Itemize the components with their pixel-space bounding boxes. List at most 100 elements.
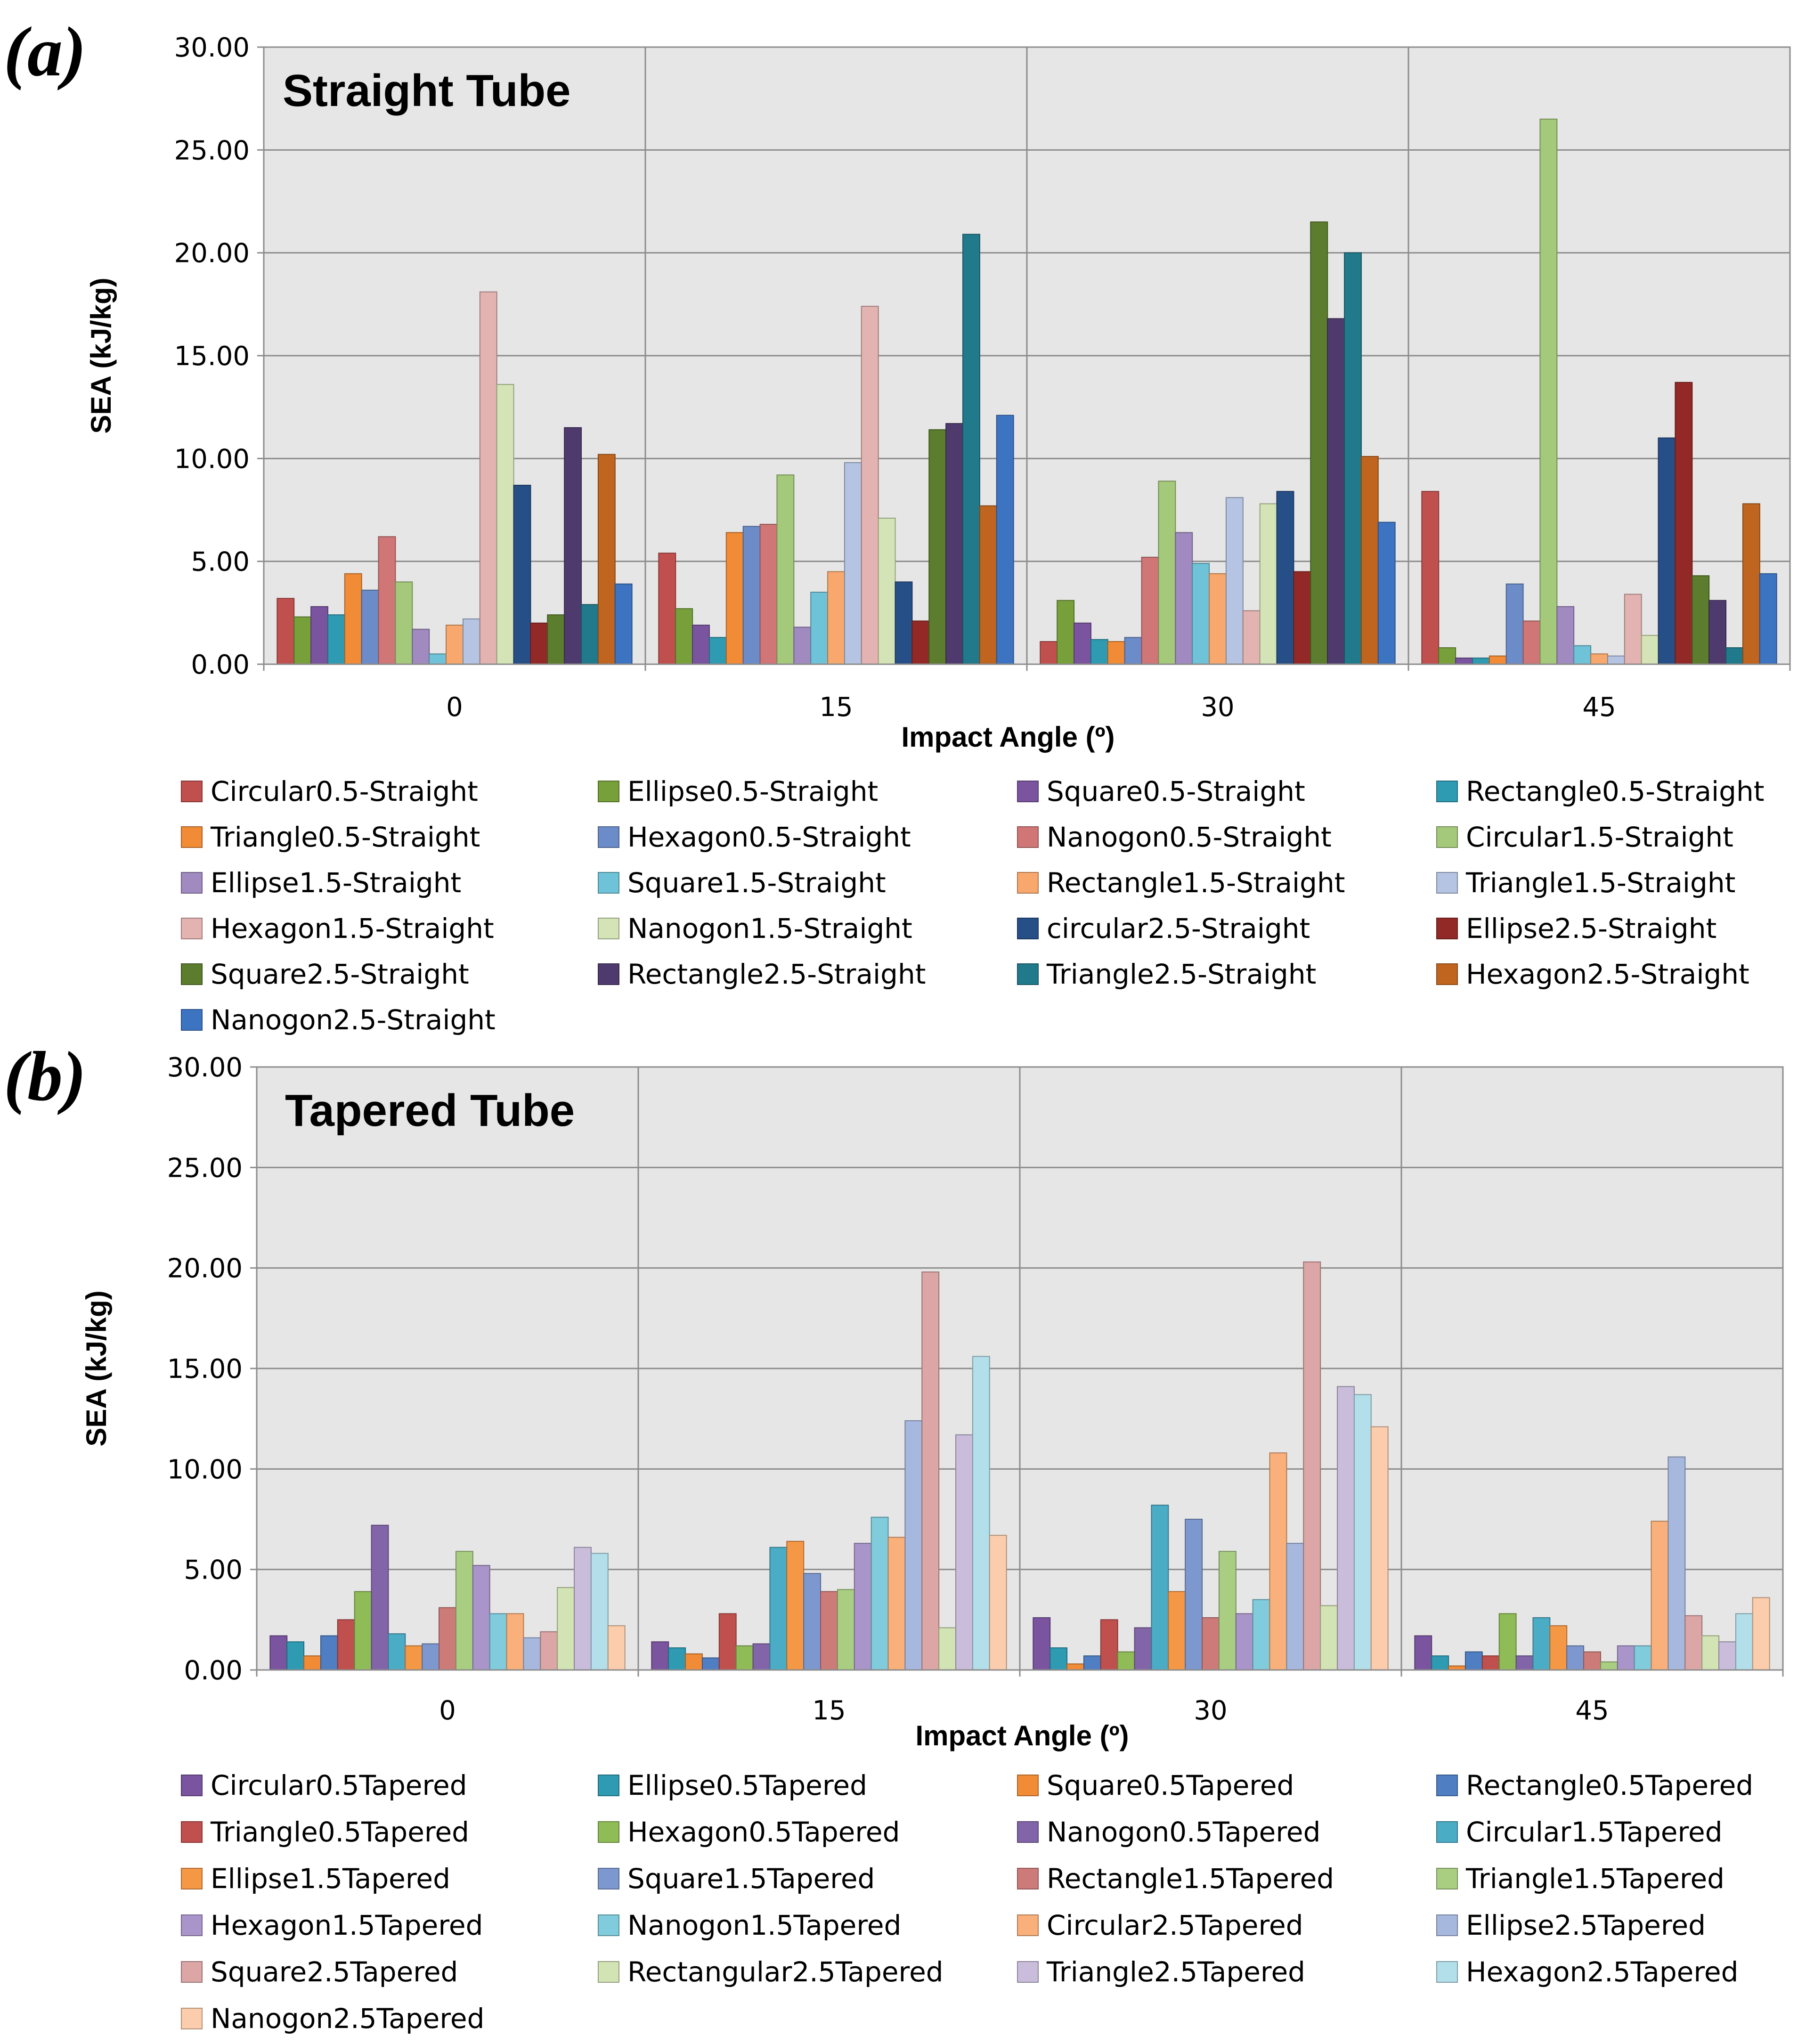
bar-Triangle2.5Tapered-30 <box>1337 1386 1355 1670</box>
bar-Ellipse1.5Tapered-30 <box>1168 1591 1186 1671</box>
bar-Hexagon0.5-Straight-30 <box>1124 637 1142 665</box>
bar-Rectangle0.5Tapered-15 <box>701 1657 720 1670</box>
bar-circular2.5-Straight-15 <box>895 581 913 665</box>
legend-item: Square2.5Tapered <box>181 1956 458 1988</box>
bar-Triangle2.5-Straight-45 <box>1725 647 1743 665</box>
bar-Hexagon1.5-Straight-15 <box>861 306 879 665</box>
x-tick-label: 30 <box>1201 692 1234 723</box>
bar-Ellipse0.5-Straight-30 <box>1057 600 1075 665</box>
bar-Rectangular2.5Tapered-30 <box>1320 1605 1338 1670</box>
bar-Triangle0.5-Straight-0 <box>344 573 362 665</box>
bar-circular2.5-Straight-30 <box>1276 491 1294 665</box>
bar-Circular0.5-Straight-45 <box>1421 491 1440 665</box>
y-tick-label: 15.00 <box>174 341 250 372</box>
bar-Circular0.5-Straight-15 <box>658 553 676 665</box>
legend-item: Ellipse2.5Tapered <box>1436 1909 1706 1941</box>
legend-item: Nanogon0.5Tapered <box>1017 1816 1320 1848</box>
bar-Rectangle0.5Tapered-0 <box>320 1635 338 1670</box>
legend-item: Triangle0.5-Straight <box>181 821 480 853</box>
bars-a <box>277 118 1777 665</box>
legend-label: Circular1.5-Straight <box>1466 821 1733 853</box>
panel-b-tapered-tube: (b) 0.00 5.00 10.00 15.00 20.00 25.00 30.00 0 15… <box>4 1037 1784 2035</box>
legend-label: Ellipse0.5Tapered <box>627 1769 867 1801</box>
bar-Rectangle1.5-Straight-45 <box>1590 653 1608 665</box>
legend-swatch <box>181 872 203 894</box>
bar-Square1.5-Straight-15 <box>810 592 829 665</box>
bar-Nanogon1.5-Straight-30 <box>1259 503 1277 665</box>
bar-Circular0.5-Straight-0 <box>277 598 295 665</box>
bar-Ellipse2.5Tapered-30 <box>1286 1543 1304 1670</box>
chart-title-a: Straight Tube <box>283 65 571 116</box>
legend-swatch <box>1436 1821 1458 1843</box>
bar-Ellipse0.5-Straight-45 <box>1438 647 1456 665</box>
bar-Rectangle1.5-Straight-30 <box>1209 573 1227 665</box>
bar-Square2.5-Straight-0 <box>547 614 565 665</box>
legend-swatch <box>1017 872 1039 894</box>
bar-Hexagon2.5-Straight-45 <box>1742 503 1760 665</box>
bar-Nanogon0.5-Straight-30 <box>1141 556 1159 665</box>
bar-Nanogon2.5-Straight-30 <box>1377 521 1396 665</box>
panel-a-straight-tube: (a) 0.00 5.00 10.00 15.00 20.00 25.00 30.00 0 15… <box>4 13 1791 1036</box>
legend-swatch <box>1436 1961 1458 1983</box>
bar-Ellipse0.5Tapered-45 <box>1431 1655 1449 1670</box>
legend-swatch <box>1017 1961 1039 1983</box>
bar-Ellipse1.5-Straight-45 <box>1556 606 1575 665</box>
panel-label-b: (b) <box>4 1037 86 1116</box>
bar-Ellipse0.5Tapered-30 <box>1049 1647 1068 1670</box>
bar-Nanogon2.5-Straight-45 <box>1759 573 1777 665</box>
legend-item: Hexagon1.5Tapered <box>181 1909 483 1941</box>
bar-Rectangular2.5Tapered-0 <box>557 1587 575 1670</box>
legend-swatch <box>181 781 203 802</box>
legend-label: Ellipse2.5-Straight <box>1466 912 1717 945</box>
legend-swatch <box>181 2008 203 2029</box>
legend-label: Nanogon1.5-Straight <box>627 912 912 945</box>
y-axis-label-b: SEA (kJ/kg) <box>81 1290 112 1446</box>
bar-Hexagon2.5-Straight-30 <box>1360 456 1379 665</box>
legend-item: Circular0.5Tapered <box>181 1769 467 1801</box>
bar-Circular2.5Tapered-15 <box>887 1537 906 1670</box>
bar-Rectangular2.5Tapered-15 <box>938 1627 957 1670</box>
y-tick-label: 0.00 <box>184 1655 243 1686</box>
legend-item: Nanogon2.5Tapered <box>181 2003 484 2035</box>
y-tick-label: 25.00 <box>167 1153 243 1183</box>
bar-Nanogon2.5Tapered-15 <box>989 1535 1007 1670</box>
bar-Hexagon2.5Tapered-15 <box>972 1356 990 1670</box>
legend-item: Triangle2.5-Straight <box>1017 958 1316 990</box>
x-tick-label: 0 <box>446 692 463 723</box>
bar-Triangle1.5Tapered-45 <box>1600 1661 1618 1671</box>
legend-b: Circular0.5Tapered Ellipse0.5Tapered Squar… <box>181 1769 1753 2035</box>
bar-Rectangle0.5Tapered-45 <box>1464 1651 1483 1671</box>
bar-Nanogon1.5-Straight-45 <box>1641 635 1659 665</box>
bar-Triangle2.5Tapered-0 <box>574 1547 592 1671</box>
legend-swatch <box>181 1775 203 1796</box>
bar-Ellipse0.5-Straight-0 <box>293 616 312 665</box>
legend-item: Ellipse0.5-Straight <box>598 775 878 807</box>
bar-Triangle0.5-Straight-45 <box>1489 655 1507 665</box>
bar-Triangle2.5Tapered-15 <box>955 1434 973 1671</box>
bar-Triangle2.5-Straight-30 <box>1344 252 1362 665</box>
bar-Rectangle0.5-Straight-0 <box>327 614 345 665</box>
bar-Triangle1.5Tapered-30 <box>1218 1551 1237 1670</box>
legend-swatch <box>181 963 203 985</box>
x-tick-label: 45 <box>1582 692 1616 723</box>
legend-item: Rectangle0.5Tapered <box>1436 1769 1753 1801</box>
y-tick-label: 15.00 <box>167 1354 243 1384</box>
bar-Triangle0.5Tapered-0 <box>337 1619 355 1670</box>
legend-label: Rectangle0.5Tapered <box>1466 1769 1753 1801</box>
bar-Rectangle0.5Tapered-30 <box>1083 1655 1101 1670</box>
bar-Ellipse2.5-Straight-15 <box>911 620 930 665</box>
legend-swatch <box>598 918 619 939</box>
legend-item: Square2.5-Straight <box>181 958 469 990</box>
y-axis-label-a: SEA (kJ/kg) <box>85 277 117 433</box>
bar-Circular1.5-Straight-15 <box>776 474 795 665</box>
legend-swatch <box>1436 1775 1458 1796</box>
legend-swatch <box>181 1009 203 1031</box>
legend-label: Circular2.5Tapered <box>1047 1909 1303 1941</box>
legend-label: Nanogon2.5Tapered <box>211 2003 484 2035</box>
bar-Triangle2.5-Straight-0 <box>581 604 599 665</box>
legend-label: Nanogon1.5Tapered <box>627 1909 901 1941</box>
bar-Ellipse0.5Tapered-15 <box>668 1647 686 1670</box>
bar-Ellipse1.5-Straight-0 <box>412 628 430 665</box>
x-tick-label: 45 <box>1575 1695 1609 1726</box>
